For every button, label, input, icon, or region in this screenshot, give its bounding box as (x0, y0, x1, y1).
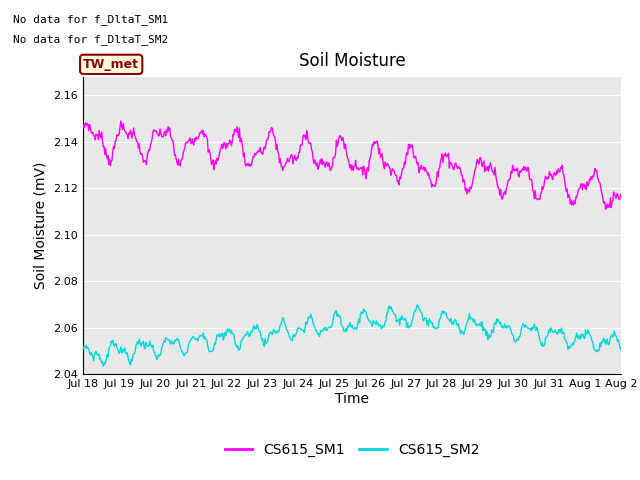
Title: Soil Moisture: Soil Moisture (299, 52, 405, 70)
Text: No data for f_DltaT_SM2: No data for f_DltaT_SM2 (13, 34, 168, 45)
Text: No data for f_DltaT_SM1: No data for f_DltaT_SM1 (13, 14, 168, 25)
Legend: CS615_SM1, CS615_SM2: CS615_SM1, CS615_SM2 (219, 437, 485, 463)
Y-axis label: Soil Moisture (mV): Soil Moisture (mV) (34, 162, 48, 289)
X-axis label: Time: Time (335, 392, 369, 406)
Text: TW_met: TW_met (83, 58, 140, 71)
